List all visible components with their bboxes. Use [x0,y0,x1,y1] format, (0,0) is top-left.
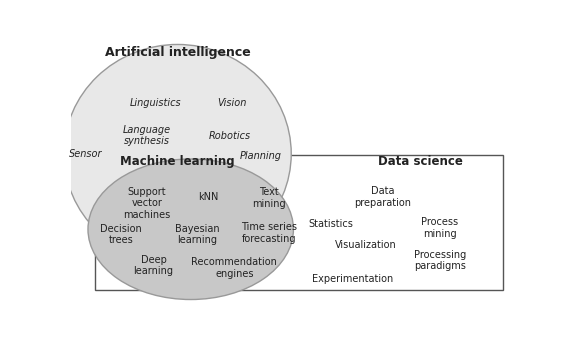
Text: Bayesian
learning: Bayesian learning [175,224,219,245]
Text: Language
synthesis: Language synthesis [123,125,171,146]
Text: Statistics: Statistics [308,219,353,229]
Text: Visualization: Visualization [334,240,396,250]
Text: Data
preparation: Data preparation [355,186,412,208]
Text: Process
mining: Process mining [421,217,459,239]
Text: Deep
learning: Deep learning [134,255,174,276]
Text: Vision: Vision [218,98,247,108]
Text: Experimentation: Experimentation [312,274,393,284]
FancyBboxPatch shape [95,155,503,290]
Text: Data science: Data science [378,155,462,168]
Text: Recommendation
engines: Recommendation engines [191,258,277,279]
Ellipse shape [88,159,293,299]
Ellipse shape [64,45,291,263]
Text: Text
mining: Text mining [253,187,286,209]
Text: Support
vector
machines: Support vector machines [124,187,171,220]
Text: Planning: Planning [240,151,281,161]
Text: Processing
paradigms: Processing paradigms [414,250,466,271]
Text: kNN: kNN [198,192,218,202]
Text: Machine learning: Machine learning [120,155,235,168]
Text: Linguistics: Linguistics [130,98,182,108]
Text: Artificial intelligence: Artificial intelligence [105,46,250,59]
Text: Robotics: Robotics [209,130,251,141]
Text: Time series
forecasting: Time series forecasting [241,222,297,244]
Text: Sensor: Sensor [69,149,103,159]
Text: Decision
trees: Decision trees [100,224,142,245]
